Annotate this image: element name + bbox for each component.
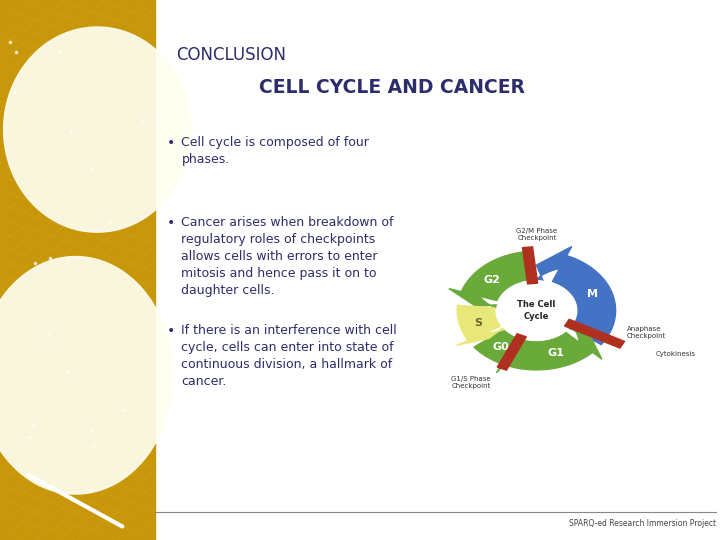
Text: Cytokinesis: Cytokinesis <box>655 350 696 357</box>
Polygon shape <box>564 319 625 348</box>
Polygon shape <box>498 334 526 370</box>
Polygon shape <box>0 0 155 540</box>
Text: CELL CYCLE AND CANCER: CELL CYCLE AND CANCER <box>259 78 525 97</box>
Text: G0: G0 <box>492 342 509 352</box>
Text: G2: G2 <box>484 274 500 285</box>
Polygon shape <box>4 27 191 232</box>
Text: •: • <box>166 136 175 150</box>
Text: Anaphase
Checkpoint: Anaphase Checkpoint <box>626 326 666 339</box>
Polygon shape <box>507 326 602 370</box>
Text: SPARQ-ed Research Immersion Project: SPARQ-ed Research Immersion Project <box>570 519 716 528</box>
Text: The Cell
Cycle: The Cell Cycle <box>517 300 556 321</box>
Text: If there is an interference with cell
cycle, cells can enter into state of
conti: If there is an interference with cell cy… <box>181 324 397 388</box>
Text: S: S <box>474 318 482 328</box>
Polygon shape <box>449 252 529 308</box>
Circle shape <box>497 281 576 340</box>
Text: CONCLUSION: CONCLUSION <box>176 46 287 64</box>
Polygon shape <box>456 305 512 346</box>
Text: Cancer arises when breakdown of
regulatory roles of checkpoints
allows cells wit: Cancer arises when breakdown of regulato… <box>181 216 394 297</box>
Text: M: M <box>587 288 598 299</box>
Polygon shape <box>0 256 173 494</box>
Polygon shape <box>536 247 616 345</box>
Polygon shape <box>523 247 538 284</box>
Text: Cell cycle is composed of four
phases.: Cell cycle is composed of four phases. <box>181 136 369 166</box>
Text: G1/S Phase
Checkpoint: G1/S Phase Checkpoint <box>451 376 491 389</box>
Text: •: • <box>166 324 175 338</box>
Text: G2/M Phase
Checkpoint: G2/M Phase Checkpoint <box>516 228 557 241</box>
Text: •: • <box>166 216 175 230</box>
Polygon shape <box>474 330 524 373</box>
Text: G1: G1 <box>548 348 564 359</box>
